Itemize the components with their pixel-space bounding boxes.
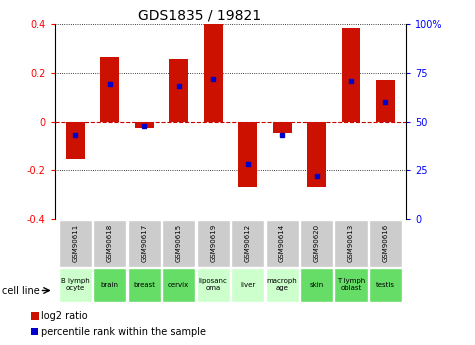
Bar: [231, 268, 264, 302]
Bar: [93, 268, 126, 302]
Text: macroph
age: macroph age: [266, 278, 297, 291]
Bar: [197, 219, 230, 267]
Text: GSM90612: GSM90612: [245, 224, 251, 262]
Text: GSM90614: GSM90614: [279, 224, 285, 262]
Bar: [59, 268, 92, 302]
Bar: [334, 268, 368, 302]
Bar: [238, 122, 257, 187]
Bar: [128, 268, 161, 302]
Text: brain: brain: [101, 282, 119, 288]
Text: breast: breast: [133, 282, 155, 288]
Text: GSM90619: GSM90619: [210, 224, 216, 262]
Text: GSM90616: GSM90616: [382, 224, 389, 262]
Bar: [66, 122, 85, 159]
Bar: [135, 122, 154, 128]
Text: testis: testis: [376, 282, 395, 288]
Bar: [100, 57, 119, 122]
Text: liposanc
oma: liposanc oma: [199, 278, 228, 291]
Bar: [300, 268, 333, 302]
Bar: [204, 24, 223, 122]
Text: liver: liver: [240, 282, 255, 288]
Bar: [59, 219, 92, 267]
Text: GSM90618: GSM90618: [107, 224, 113, 262]
Text: GDS1835 / 19821: GDS1835 / 19821: [138, 9, 261, 23]
Text: cell line: cell line: [2, 286, 40, 296]
Bar: [266, 268, 299, 302]
Bar: [197, 268, 230, 302]
Text: percentile rank within the sample: percentile rank within the sample: [41, 327, 206, 337]
Text: GSM90613: GSM90613: [348, 224, 354, 262]
Text: B lymph
ocyte: B lymph ocyte: [61, 278, 90, 291]
Bar: [307, 122, 326, 187]
Bar: [162, 268, 195, 302]
Text: cervix: cervix: [168, 282, 190, 288]
Bar: [266, 219, 299, 267]
Bar: [369, 219, 402, 267]
Bar: [376, 80, 395, 122]
Bar: [93, 219, 126, 267]
Bar: [369, 268, 402, 302]
Text: GSM90617: GSM90617: [141, 224, 147, 262]
Bar: [300, 219, 333, 267]
Bar: [162, 219, 195, 267]
Bar: [128, 219, 161, 267]
Text: skin: skin: [309, 282, 323, 288]
Text: T lymph
oblast: T lymph oblast: [337, 278, 365, 291]
Bar: [273, 122, 292, 132]
Text: GSM90620: GSM90620: [314, 224, 320, 262]
Bar: [169, 59, 188, 122]
Text: GSM90611: GSM90611: [72, 224, 78, 262]
Bar: [342, 28, 361, 122]
Text: GSM90615: GSM90615: [176, 224, 181, 262]
Text: log2 ratio: log2 ratio: [41, 311, 88, 321]
Bar: [334, 219, 368, 267]
Bar: [231, 219, 264, 267]
